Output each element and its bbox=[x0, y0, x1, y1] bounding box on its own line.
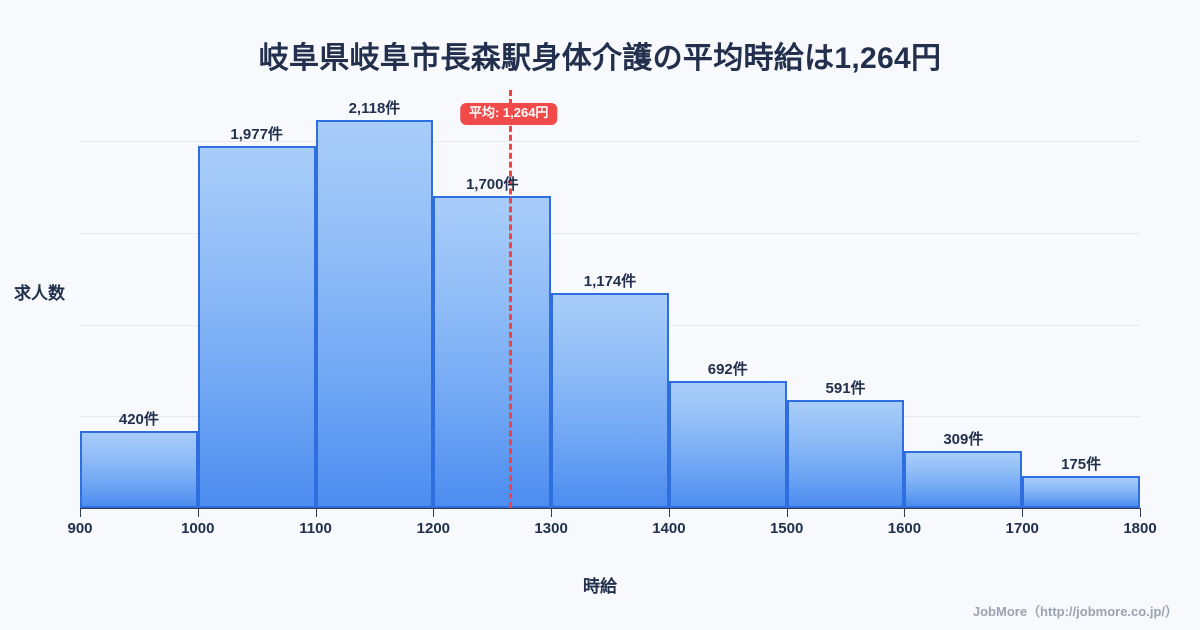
x-axis-line bbox=[80, 508, 1140, 509]
bar-value-label: 1,700件 bbox=[465, 176, 519, 194]
bar[interactable] bbox=[433, 196, 552, 508]
x-axis-tick bbox=[668, 508, 670, 517]
bar-value-label: 309件 bbox=[943, 431, 984, 449]
bar-value-label: 175件 bbox=[1061, 455, 1102, 473]
bar-value-label: 1,977件 bbox=[230, 125, 283, 143]
x-axis-tick bbox=[1140, 508, 1141, 517]
x-axis-tick-label: 1500 bbox=[769, 520, 804, 537]
x-axis-tick-label: 1400 bbox=[652, 520, 686, 537]
bar-value-label: 591件 bbox=[825, 379, 866, 397]
bar[interactable] bbox=[904, 451, 1023, 508]
chart-title: 岐阜県岐阜市長森駅身体介護の平均時給は1,264円 bbox=[258, 42, 942, 75]
x-axis-tick-label: 1100 bbox=[299, 520, 332, 537]
plot-area bbox=[80, 90, 1140, 508]
y-axis-title: 求人数 bbox=[14, 284, 65, 303]
x-axis-tick bbox=[315, 508, 317, 517]
bar-value-label: 420件 bbox=[118, 411, 159, 428]
bar[interactable] bbox=[315, 119, 434, 508]
bar-value-label: 692件 bbox=[707, 361, 748, 379]
bar[interactable] bbox=[80, 431, 198, 508]
bar[interactable] bbox=[551, 292, 669, 508]
x-axis-tick-label: 900 bbox=[67, 520, 93, 537]
x-axis-title: 時給 bbox=[583, 577, 617, 596]
bar[interactable] bbox=[668, 381, 787, 508]
footer-credit: JobMore（http://jobmore.co.jp/） bbox=[972, 604, 1178, 619]
x-axis-tick-label: 1300 bbox=[534, 520, 568, 537]
bar[interactable] bbox=[786, 399, 905, 508]
x-axis-tick bbox=[1022, 508, 1024, 517]
x-axis-tick bbox=[197, 508, 199, 517]
x-axis-tick bbox=[786, 508, 788, 517]
x-axis-tick-label: 1600 bbox=[887, 520, 922, 537]
x-axis-tick bbox=[551, 508, 553, 517]
bar[interactable] bbox=[1022, 475, 1140, 508]
x-axis-tick bbox=[80, 508, 81, 517]
x-axis-tick-label: 1700 bbox=[1005, 520, 1039, 537]
x-axis-tick bbox=[433, 508, 435, 517]
gridline bbox=[80, 233, 1140, 234]
bar-value-label: 2,118件 bbox=[348, 99, 401, 117]
x-axis-tick-label: 1200 bbox=[416, 520, 451, 537]
average-badge: 平均: 1,264円 bbox=[459, 103, 558, 125]
x-axis-tick-label: 1000 bbox=[181, 520, 215, 537]
x-axis-tick bbox=[904, 508, 906, 517]
bar[interactable] bbox=[197, 145, 316, 508]
x-axis-tick-label: 1800 bbox=[1123, 520, 1157, 537]
gridline bbox=[80, 141, 1140, 143]
average-line bbox=[508, 90, 512, 508]
bar-value-label: 1,174件 bbox=[583, 272, 637, 290]
